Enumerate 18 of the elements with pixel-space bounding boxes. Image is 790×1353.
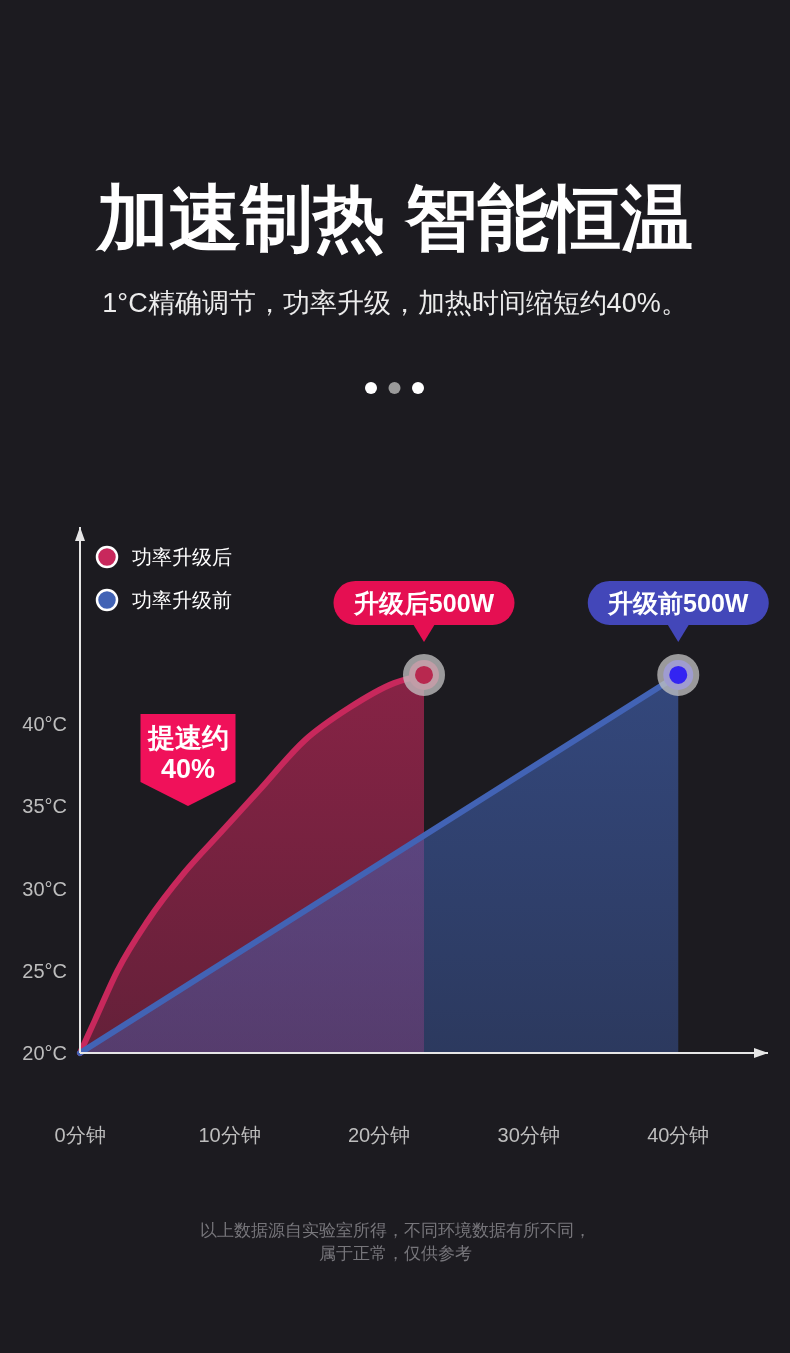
annotation: 提速约40%: [146, 723, 229, 784]
y-tick-label: 35°C: [22, 795, 67, 818]
chart-title: 加速制热 智能恒温: [94, 178, 694, 258]
y-tick-label: 25°C: [22, 959, 67, 982]
legend-label: 功率升级后: [132, 546, 232, 568]
x-tick-label: 10分钟: [198, 1124, 261, 1146]
chart-subtitle: 1°C精确调节，功率升级，加热时间缩短约40%。: [102, 288, 688, 318]
text: 以上数据源自实验室所得，不同环境数据有所不同，属于正常，仅供参考: [199, 1221, 591, 1263]
y-tick-label: 30°C: [22, 877, 67, 900]
y-tick-label: 40°C: [22, 713, 67, 736]
legend-label: 功率升级前: [132, 589, 232, 611]
x-tick-label: 40分钟: [647, 1124, 710, 1146]
x-tick-label: 20分钟: [348, 1124, 411, 1146]
x-tick-label: 0分钟: [54, 1124, 106, 1146]
annotation: 升级后500W: [352, 588, 495, 617]
y-tick-label: 20°C: [22, 1042, 67, 1064]
annotation: 升级前500W: [607, 588, 749, 617]
x-tick-label: 30分钟: [497, 1124, 560, 1146]
